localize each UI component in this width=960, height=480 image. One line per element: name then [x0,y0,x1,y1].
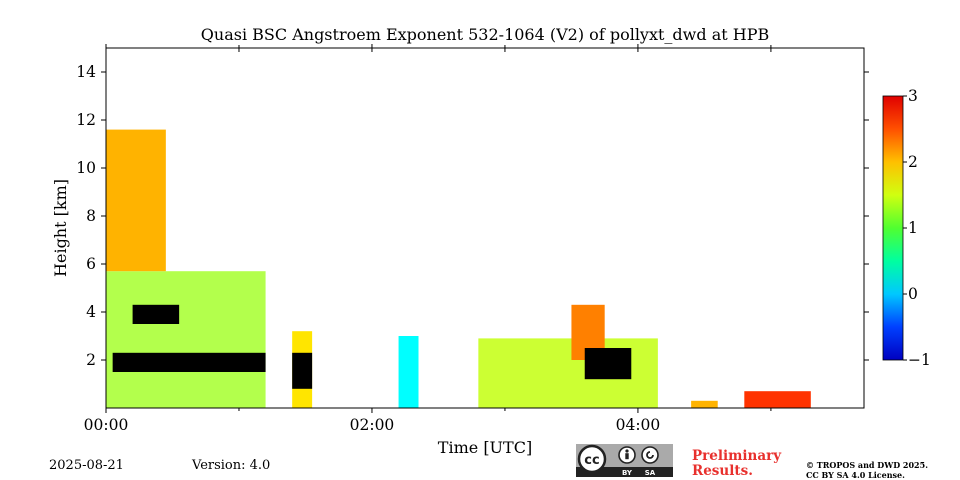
colorbar: −1 0 1 2 3 [882,87,931,369]
license-line-1: © TROPOS and DWD 2025. [806,460,928,470]
heatmap-region-2 [106,129,166,272]
share-alike-icon [641,446,659,464]
x-tick-label: 00:00 [84,416,129,434]
colorbar-tick-label: 1 [908,219,918,237]
cc-icon [577,444,607,474]
heatmap-region-10 [584,348,632,380]
badge-sa-label: SA [645,469,656,477]
colorbar-tick-label: 2 [908,153,918,171]
y-tick-label: 10 [76,159,96,177]
heatmap-region-11 [691,400,718,408]
right-axis-ticks [864,71,869,361]
y-tick-label: 4 [86,303,96,321]
x-axis-label: Time [UTC] [438,438,532,457]
x-axis: 00:00 02:00 04:00 [84,44,772,434]
chart-title: Quasi BSC Angstroem Exponent 532-1064 (V… [201,25,769,44]
colorbar-tick-label: 3 [908,87,918,105]
y-tick-label: 14 [76,63,96,81]
colorbar-tick-label: 0 [908,285,918,303]
y-tick-label: 8 [86,207,96,225]
y-tick-label: 2 [86,351,96,369]
cc-license-badge: cc BY SA [576,444,673,477]
colorbar-tick-label: −1 [908,351,931,369]
preliminary-line-1: Preliminary [692,448,782,464]
x-tick-label: 02:00 [350,416,395,434]
attribution-icon-body [625,453,629,460]
cc-icon-text: cc [584,453,599,468]
heatmap-region-6 [292,352,313,389]
heatmap-region-1 [106,271,266,408]
cc-badge-strip [576,467,673,477]
colorbar-gradient [882,95,904,361]
footer-date: 2025-08-21 [49,458,124,473]
y-tick-label: 6 [86,255,96,273]
colorbar-ticks: −1 0 1 2 3 [903,87,931,369]
heatmap-region-3 [112,352,266,372]
heatmap-region-12 [744,391,811,408]
license-line-2: CC BY SA 4.0 License. [806,470,905,480]
preliminary-line-2: Results. [692,463,753,479]
plot-frame [105,47,865,409]
share-alike-icon-arrow [646,451,654,459]
x-tick-label: 04:00 [616,416,661,434]
footer-version: Version: 4.0 [192,458,271,473]
y-axis-label: Height [km] [51,179,70,277]
heatmap-region-7 [398,336,419,408]
license-notice: © TROPOS and DWD 2025. CC BY SA 4.0 Lice… [806,460,928,480]
y-tick-label: 12 [76,111,96,129]
preliminary-notice: Preliminary Results. [692,449,781,479]
y-axis: 2 4 6 8 10 12 14 [76,63,106,369]
attribution-icon-head [625,449,629,453]
heatmap-region-4 [132,304,180,324]
badge-by-label: BY [622,469,633,477]
plot-area [105,47,865,409]
heatmap-layer [106,129,811,408]
